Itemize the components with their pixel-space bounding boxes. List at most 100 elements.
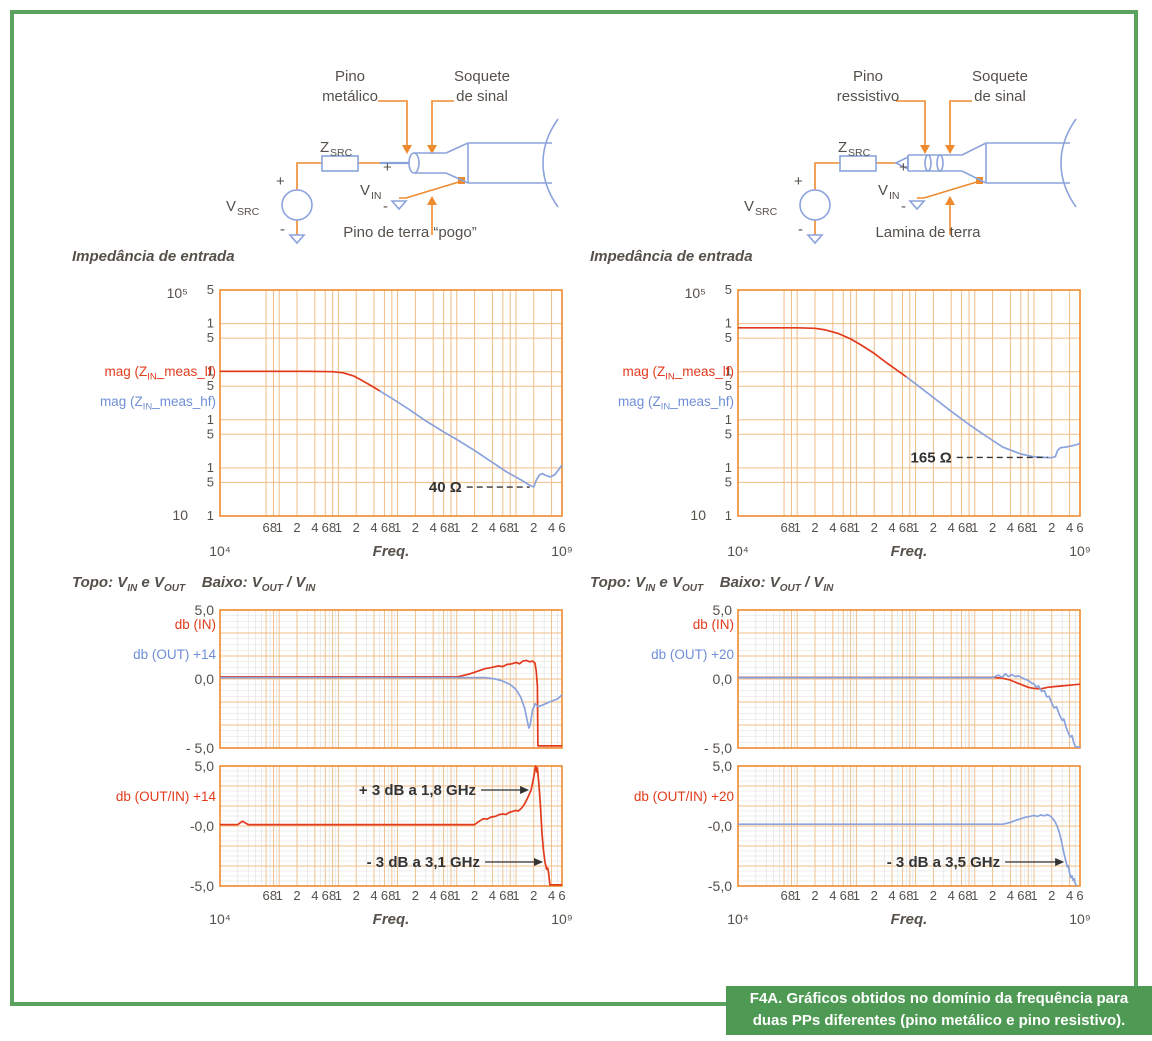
- tick-label: 6: [780, 520, 787, 535]
- tick-label: 8: [270, 888, 277, 903]
- section-title-impedance-left: Impedância de entrada: [72, 248, 235, 265]
- annotation-text: + 3 dB a 1,8 GHz: [359, 782, 476, 799]
- legend-db-in-left: db (IN): [174, 617, 216, 632]
- tick-label: 2: [530, 520, 537, 535]
- tick-label: 4: [888, 888, 895, 903]
- tick-label: 1: [1030, 888, 1037, 903]
- probe-cable-curve: [542, 118, 559, 208]
- pin-label-line1: Pino: [853, 68, 883, 85]
- tick-label: 5,0: [195, 758, 215, 774]
- db-ratio-chart-right: 5,0-0,0-5,06 81 2 4 6 81 2 4 6 81 2 4 6 81 2 4 6 81 2 4 610⁴…: [708, 758, 1091, 928]
- plot-frame: [219, 289, 563, 517]
- figure-border: [10, 10, 1138, 1006]
- tick-label: 8: [788, 520, 795, 535]
- tick-label: 1: [512, 520, 519, 535]
- probe-socket: [408, 152, 420, 174]
- tick-label: 1: [725, 316, 732, 331]
- series-line: [738, 672, 1081, 749]
- caption-line-1: F4A. Gráficos obtidos no domínio da freq…: [749, 990, 1129, 1007]
- tick-label: 4: [548, 888, 555, 903]
- socket-label-line2: de sinal: [456, 88, 508, 105]
- socket-label-line1: Soquete: [454, 68, 510, 85]
- x-axis-title: Freq.: [891, 911, 928, 928]
- tick-label: 8: [1025, 520, 1032, 535]
- tick-label: 6: [958, 520, 965, 535]
- annotation-text: - 3 dB a 3,1 GHz: [367, 854, 480, 871]
- tick-label: 4: [430, 888, 437, 903]
- zsrc-label: Z: [320, 139, 329, 156]
- x-axis-title: Freq.: [373, 543, 410, 560]
- tick-label: 8: [847, 888, 854, 903]
- circuit-diagram-right: Pino ressistivo Soquete de sinal Z SRC V…: [744, 68, 1077, 245]
- vsrc-sub: SRC: [755, 206, 778, 218]
- x-axis-max-label: 10⁹: [551, 543, 573, 559]
- tick-label: 8: [847, 520, 854, 535]
- tick-label: 5: [725, 474, 732, 489]
- tick-label: 8: [906, 888, 913, 903]
- tick-label: 1: [394, 520, 401, 535]
- tick-label: 8: [906, 520, 913, 535]
- series-line: [220, 370, 381, 392]
- tick-label: 1: [276, 520, 283, 535]
- x-axis-max-label: 10⁹: [1069, 911, 1091, 927]
- legend-zin-lf-right: mag (ZIN_meas_lf): [622, 364, 734, 383]
- tick-label: 4: [370, 888, 377, 903]
- tick-label: 2: [989, 888, 996, 903]
- socket-leader-line: [949, 100, 972, 145]
- tick-label: 5: [725, 426, 732, 441]
- tick-label: 6: [322, 520, 329, 535]
- db-in-out-chart-right: 5,0 0,0 - 5,0: [704, 602, 1081, 756]
- vin-label: V: [878, 182, 888, 199]
- zsrc-sub: SRC: [330, 147, 353, 159]
- plot-frame: [737, 289, 1081, 517]
- legend-db-out-right: db (OUT) +20: [651, 647, 734, 662]
- minus-sign: -: [280, 221, 285, 238]
- ground-wire: [399, 180, 463, 199]
- x-axis-title: Freq.: [891, 543, 928, 560]
- tick-label: 6: [262, 888, 269, 903]
- tick-label: 2: [353, 520, 360, 535]
- legend-db-ratio-right: db (OUT/IN) +20: [633, 789, 734, 804]
- tick-label: 8: [1025, 888, 1032, 903]
- series-line: [905, 376, 1081, 459]
- pin-label-line2: ressistivo: [837, 88, 900, 105]
- tick-label: 5: [725, 378, 732, 393]
- tick-label: 8: [329, 888, 336, 903]
- tick-label: 6: [381, 520, 388, 535]
- tick-label: 6: [840, 888, 847, 903]
- tick-label: 4: [489, 520, 496, 535]
- plot-frame: [737, 765, 1081, 887]
- resistor-band: [924, 154, 932, 172]
- ground-wire: [917, 180, 981, 199]
- zsrc-label: Z: [838, 139, 847, 156]
- tick-label: -5,0: [190, 878, 214, 894]
- annotation-arrowhead: [1055, 858, 1065, 866]
- tick-label: 6: [899, 888, 906, 903]
- pin-leader-line: [896, 100, 926, 145]
- tick-label: 6: [322, 888, 329, 903]
- x-axis-min-label: 10⁴: [209, 911, 231, 927]
- tick-label: 8: [388, 520, 395, 535]
- tick-label: 6: [381, 888, 388, 903]
- legend-db-in-right: db (IN): [692, 617, 734, 632]
- tick-label: 8: [388, 888, 395, 903]
- annotation-text: 165 Ω: [911, 449, 952, 466]
- tick-label: 5: [207, 330, 214, 345]
- x-axis-min-label: 10⁴: [209, 543, 231, 559]
- arrow-up-icon: [945, 196, 955, 205]
- source-impedance-symbol: [839, 155, 877, 172]
- series-line: [738, 813, 1078, 887]
- voltage-source-symbol: [799, 189, 831, 221]
- section-title-impedance-right: Impedância de entrada: [590, 248, 753, 265]
- x-axis-title: Freq.: [373, 911, 410, 928]
- tick-label: 2: [353, 888, 360, 903]
- tick-label: 5: [725, 330, 732, 345]
- tick-label: 8: [507, 520, 514, 535]
- plus-sign: +: [383, 159, 392, 176]
- vsrc-label: V: [226, 198, 236, 215]
- tick-label: 5: [207, 282, 214, 297]
- arrow-down-icon: [427, 145, 437, 154]
- plus-sign: +: [899, 159, 908, 176]
